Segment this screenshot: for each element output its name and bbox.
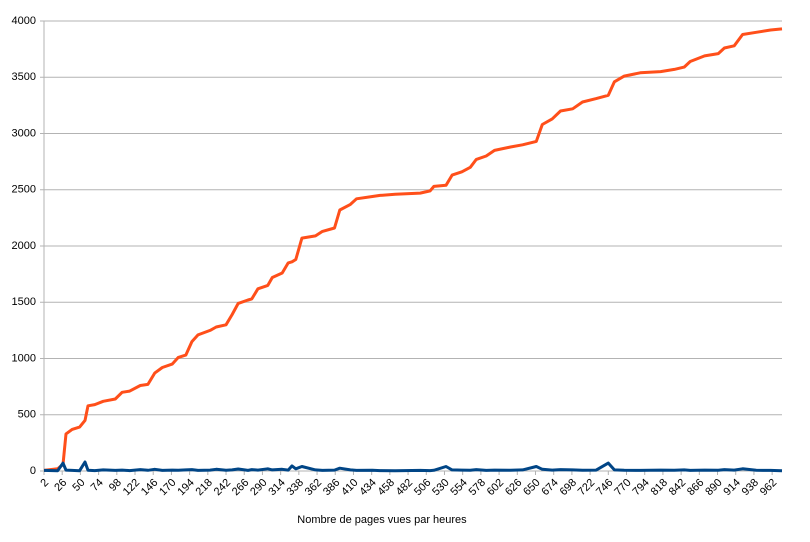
x-tick-label: 698	[558, 477, 579, 498]
x-tick-label: 770	[612, 477, 633, 498]
x-tick-label: 650	[521, 477, 542, 498]
x-tick-label: 74	[89, 477, 106, 494]
x-tick-label: 602	[485, 477, 506, 498]
y-tick-label: 2000	[12, 240, 36, 252]
y-tick-label: 1500	[12, 296, 36, 308]
y-tick-label: 500	[18, 409, 36, 421]
x-tick-label: 794	[630, 477, 651, 498]
series-line	[43, 460, 783, 473]
x-tick-label: 506	[412, 477, 433, 498]
x-tick-label: 554	[448, 477, 469, 498]
x-tick-label: 386	[321, 477, 342, 498]
x-axis-label: Nombre de pages vues par heures	[297, 514, 467, 526]
x-tick-label: 674	[539, 477, 560, 498]
x-tick-label: 2	[38, 477, 51, 490]
x-tick-label: 626	[503, 477, 524, 498]
x-tick-label: 194	[175, 477, 196, 498]
x-tick-label: 242	[212, 477, 233, 498]
x-tick-label: 938	[740, 477, 761, 498]
series-line	[43, 27, 783, 472]
x-tick-label: 578	[467, 477, 488, 498]
y-tick-label: 1000	[12, 352, 36, 364]
y-tick-label: 3500	[12, 71, 36, 83]
x-tick-label: 458	[376, 477, 397, 498]
x-tick-label: 410	[339, 477, 360, 498]
x-tick-label: 962	[758, 477, 779, 498]
y-tick-label: 2500	[12, 184, 36, 196]
y-tick-label: 3000	[12, 127, 36, 139]
x-tick-label: 722	[576, 477, 597, 498]
y-tick-label: 0	[30, 465, 36, 477]
x-tick-label: 122	[121, 477, 142, 498]
x-tick-label: 266	[230, 477, 251, 498]
x-tick-label: 434	[357, 477, 378, 498]
x-tick-label: 338	[285, 477, 306, 498]
x-tick-label: 26	[52, 477, 69, 494]
x-tick-label: 314	[266, 477, 287, 498]
x-tick-label: 890	[703, 477, 724, 498]
x-tick-label: 842	[667, 477, 688, 498]
x-tick-label: 482	[394, 477, 415, 498]
x-tick-label: 218	[194, 477, 215, 498]
x-tick-label: 530	[430, 477, 451, 498]
x-tick-label: 746	[594, 477, 615, 498]
x-tick-label: 146	[139, 477, 160, 498]
x-tick-label: 290	[248, 477, 269, 498]
y-tick-label: 4000	[12, 15, 36, 27]
x-tick-label: 818	[649, 477, 670, 498]
x-tick-label: 914	[721, 477, 742, 498]
x-tick-label: 362	[303, 477, 324, 498]
x-tick-label: 50	[70, 477, 87, 494]
x-tick-label: 170	[157, 477, 178, 498]
x-tick-label: 866	[685, 477, 706, 498]
